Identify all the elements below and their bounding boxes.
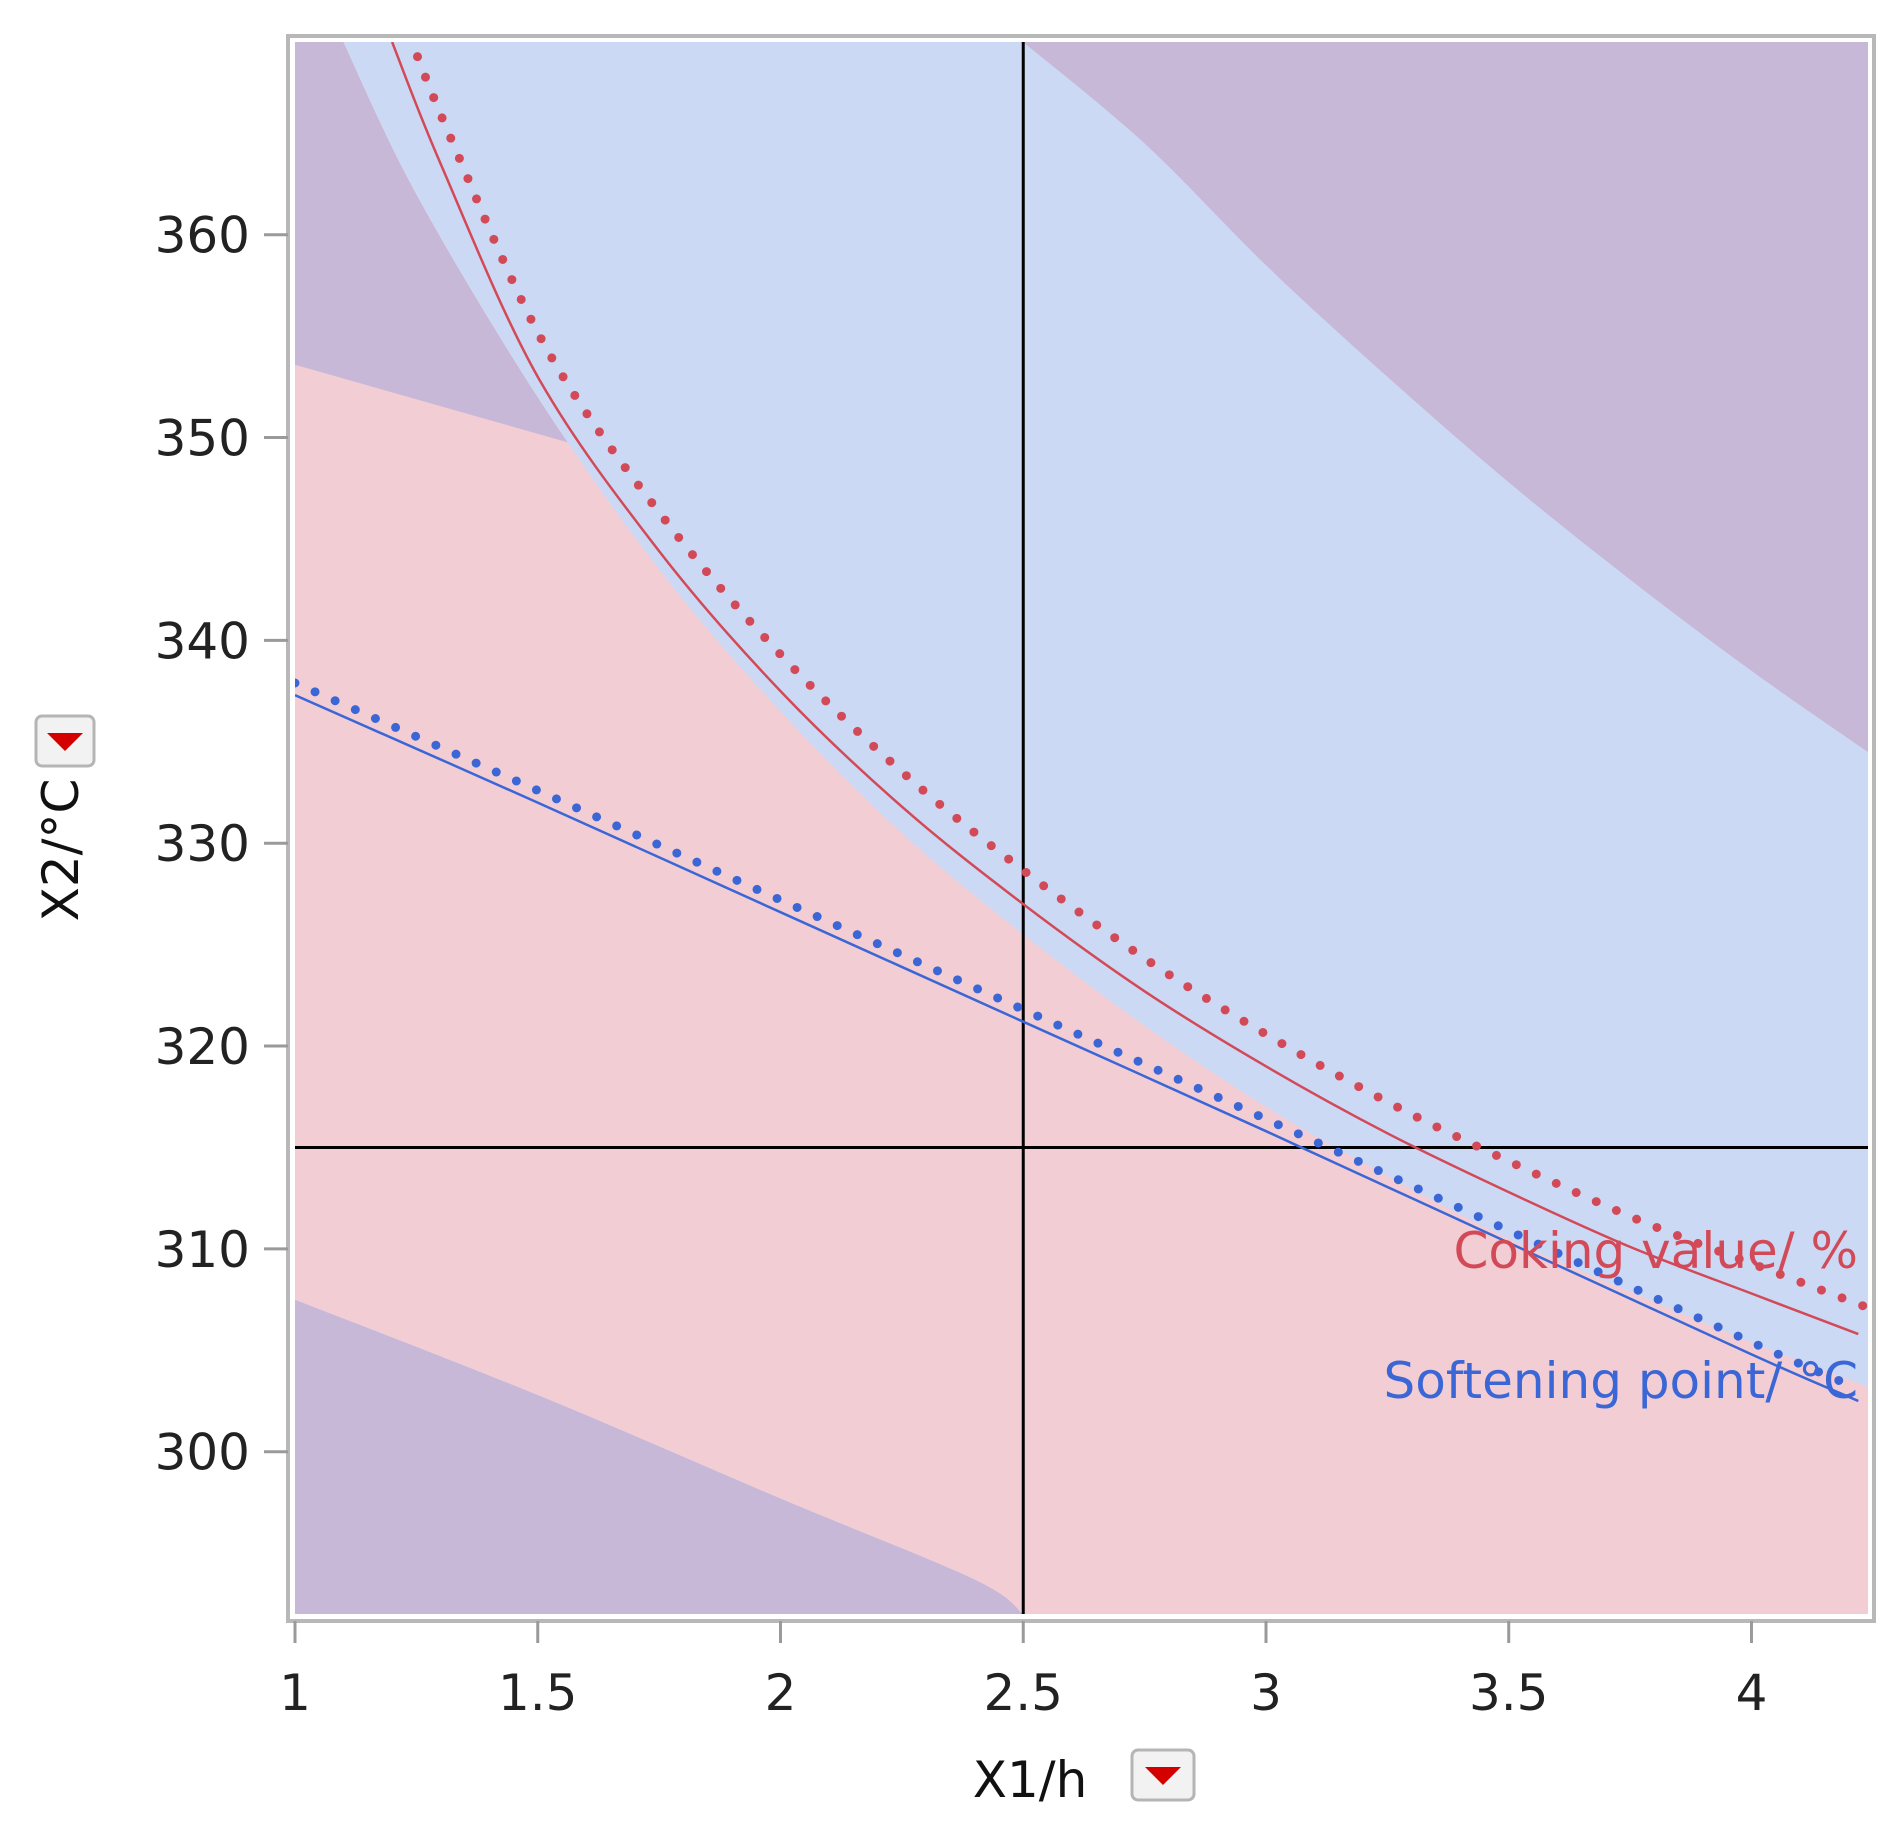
x-axis: 1 1.5 2 2.5 3 3.5 4 (279, 1621, 1767, 1722)
x-tick-label: 1.5 (498, 1664, 578, 1722)
y-tick-label: 350 (155, 410, 250, 468)
y-tick-label: 360 (155, 207, 250, 265)
coking-value-label: Coking value/ % (1454, 1222, 1859, 1280)
plot-frame (286, 34, 1876, 1623)
y-axis-menu-button[interactable] (34, 714, 96, 768)
x-tick-label: 3.5 (1469, 1664, 1549, 1722)
lower-left-region (295, 1299, 1024, 1614)
x-tick-label: 1 (279, 1664, 311, 1722)
y-tick-label: 340 (155, 612, 250, 670)
chevron-down-icon (47, 733, 83, 751)
softening-point-contour-line (295, 693, 1859, 1403)
coking-value-contour-line (390, 42, 1859, 1336)
upper-left-corner-region (295, 42, 587, 448)
x-tick-label: 4 (1736, 1664, 1768, 1722)
y-axis: 300 310 320 330 340 350 360 (155, 207, 288, 1482)
x-axis-menu-button[interactable] (1130, 1748, 1196, 1802)
upper-right-region (1023, 42, 1868, 752)
chevron-down-icon (1145, 1767, 1181, 1785)
y-tick-label: 300 (155, 1424, 250, 1482)
y-axis-title: X2/°C (32, 779, 90, 922)
softening-point-label: Softening point/ °C (1384, 1352, 1859, 1410)
x-axis-title: X1/h (973, 1751, 1088, 1809)
y-tick-label: 330 (155, 815, 250, 873)
x-tick-label: 2.5 (983, 1664, 1063, 1722)
softening-point-contour-dots (295, 678, 1863, 1394)
region-layer (295, 42, 1868, 1614)
y-tick-label: 320 (155, 1018, 250, 1076)
contour-curves (295, 42, 1868, 1403)
crosshair[interactable] (289, 36, 1868, 1620)
y-tick-label: 310 (155, 1221, 250, 1279)
coking-value-contour-dots (407, 42, 1868, 1313)
x-tick-label: 2 (765, 1664, 797, 1722)
x-tick-label: 3 (1250, 1664, 1282, 1722)
coking-band-region (343, 42, 1868, 1387)
